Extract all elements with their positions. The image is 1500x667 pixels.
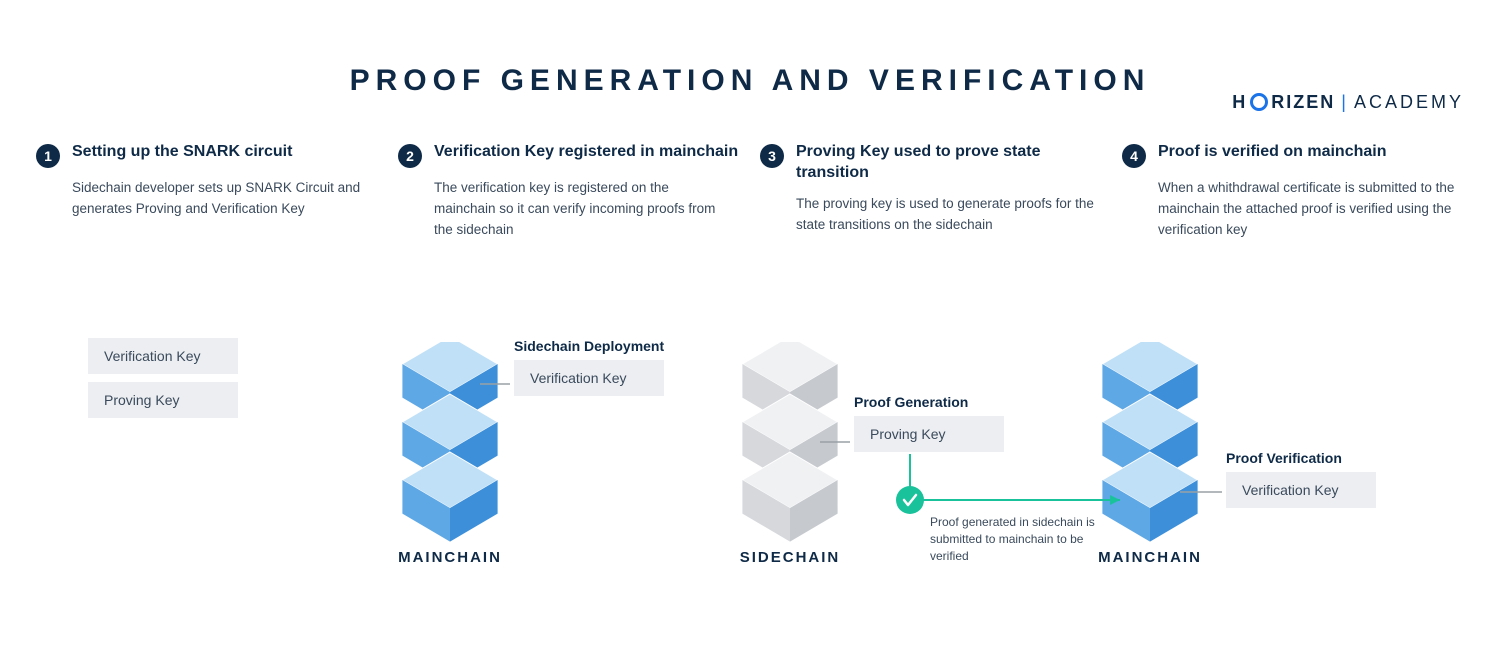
step-title: Setting up the SNARK circuit [72, 142, 292, 163]
step-desc: Sidechain developer sets up SNARK Circui… [72, 178, 378, 220]
step-number: 4 [1122, 144, 1146, 168]
step-title: Verification Key registered in mainchain [434, 142, 738, 163]
step-number: 3 [760, 144, 784, 168]
step-desc: The verification key is registered on th… [434, 178, 740, 241]
brand-ring-icon [1250, 93, 1268, 111]
svg-text:SIDECHAIN: SIDECHAIN [740, 549, 841, 566]
step-title: Proof is verified on mainchain [1158, 142, 1387, 163]
brand-logo: H RIZEN | ACADEMY [1232, 92, 1464, 113]
step-desc: The proving key is used to generate proo… [796, 194, 1102, 236]
svg-text:MAINCHAIN: MAINCHAIN [398, 549, 502, 566]
step-2: 2 Verification Key registered in maincha… [398, 142, 740, 241]
steps-row: 1 Setting up the SNARK circuit Sidechain… [0, 98, 1500, 241]
step-number: 1 [36, 144, 60, 168]
step-3: 3 Proving Key used to prove state transi… [760, 142, 1102, 241]
step-4: 4 Proof is verified on mainchain When a … [1122, 142, 1464, 241]
diagram-area: Verification Key Proving Key Sidechain D… [0, 342, 1500, 642]
step-desc: When a whithdrawal certificate is submit… [1158, 178, 1464, 241]
brand-separator: | [1337, 92, 1352, 113]
brand-h: H [1232, 92, 1247, 113]
svg-text:MAINCHAIN: MAINCHAIN [1098, 549, 1202, 566]
step-title: Proving Key used to prove state transiti… [796, 142, 1102, 184]
step-number: 2 [398, 144, 422, 168]
brand-academy: ACADEMY [1354, 92, 1464, 113]
brand-rizen: RIZEN [1271, 92, 1335, 113]
diagram-svg: MAINCHAIN SIDECHAIN MAINCHAIN [0, 342, 1500, 642]
step-1: 1 Setting up the SNARK circuit Sidechain… [36, 142, 378, 241]
